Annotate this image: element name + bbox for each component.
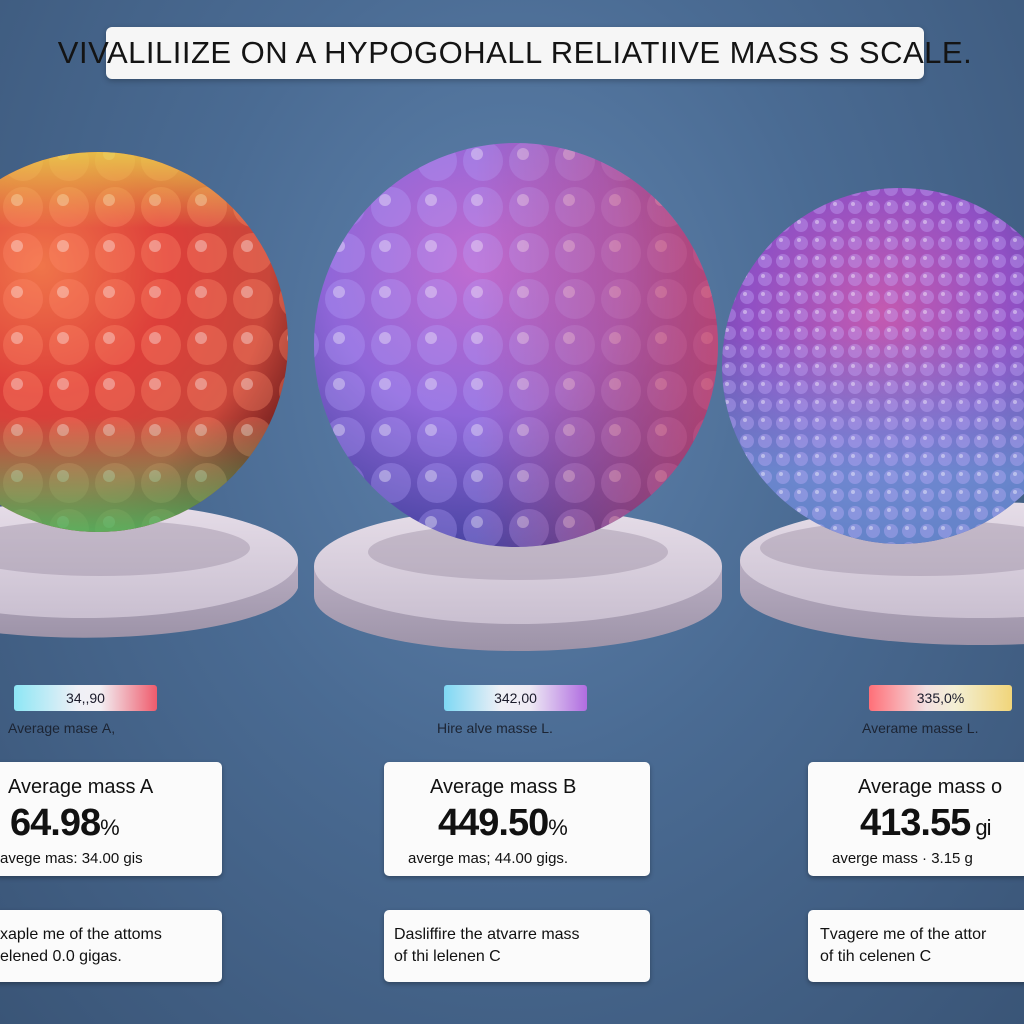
platform-a: [0, 502, 298, 638]
sphere-c: [722, 188, 1024, 544]
card-value: 449.50%: [438, 802, 568, 844]
card-value: 413.55 gi: [860, 802, 991, 844]
mass-card-c: Average mass o 413.55 gi averge mass · 3…: [808, 762, 1024, 876]
description-line-1: Dasliffire the atvarre mass: [394, 926, 580, 943]
sphere-b: [314, 143, 718, 547]
sphere-a: [0, 152, 288, 532]
platform-b: [314, 508, 722, 651]
description-line-2: elened 0.0 gigas.: [0, 948, 122, 965]
description-line-1: xaple me of the attoms: [0, 926, 162, 943]
mass-chip-c: 335,0%: [869, 685, 1012, 711]
card-subtext: avege mas: 34.00 gis: [0, 850, 143, 867]
description-card-c: Tvagere me of the attor of tih celenen C: [808, 910, 1024, 982]
card-heading: Average mass B: [430, 776, 577, 798]
card-subtext: averge mass · 3.15 g: [832, 850, 973, 867]
card-subtext: averge mas; 44.00 gigs.: [408, 850, 569, 867]
mass-label-c: Averame masse L.: [862, 720, 979, 736]
mass-card-a: Average mass A 64.98% avege mas: 34.00 g…: [0, 762, 222, 876]
page-title: VIVALILIIZE ON A HYPOGOHALL RELIATIIVE M…: [58, 27, 972, 79]
description-line-2: of tih celenen C: [820, 948, 932, 965]
mass-label-b: Hire alve masse L.: [437, 720, 553, 736]
description-line-1: Tvagere me of the attor: [820, 926, 987, 943]
mass-card-b: Average mass B 449.50% averge mas; 44.00…: [384, 762, 650, 876]
mass-chip-b: 342,00: [444, 685, 587, 711]
card-value: 64.98%: [10, 802, 120, 844]
mass-chip-a: 34,,90: [14, 685, 157, 711]
mass-label-a: Averagе mаsе A,: [8, 720, 116, 736]
description-line-2: of thi lelenen C: [394, 948, 501, 965]
card-heading: Average mass o: [858, 776, 1003, 798]
description-card-a: xaple me of the attoms elened 0.0 gigas.: [0, 910, 222, 982]
card-heading: Average mass A: [8, 776, 154, 798]
description-card-b: Dasliffire the atvarre mass of thi lelen…: [384, 910, 650, 982]
